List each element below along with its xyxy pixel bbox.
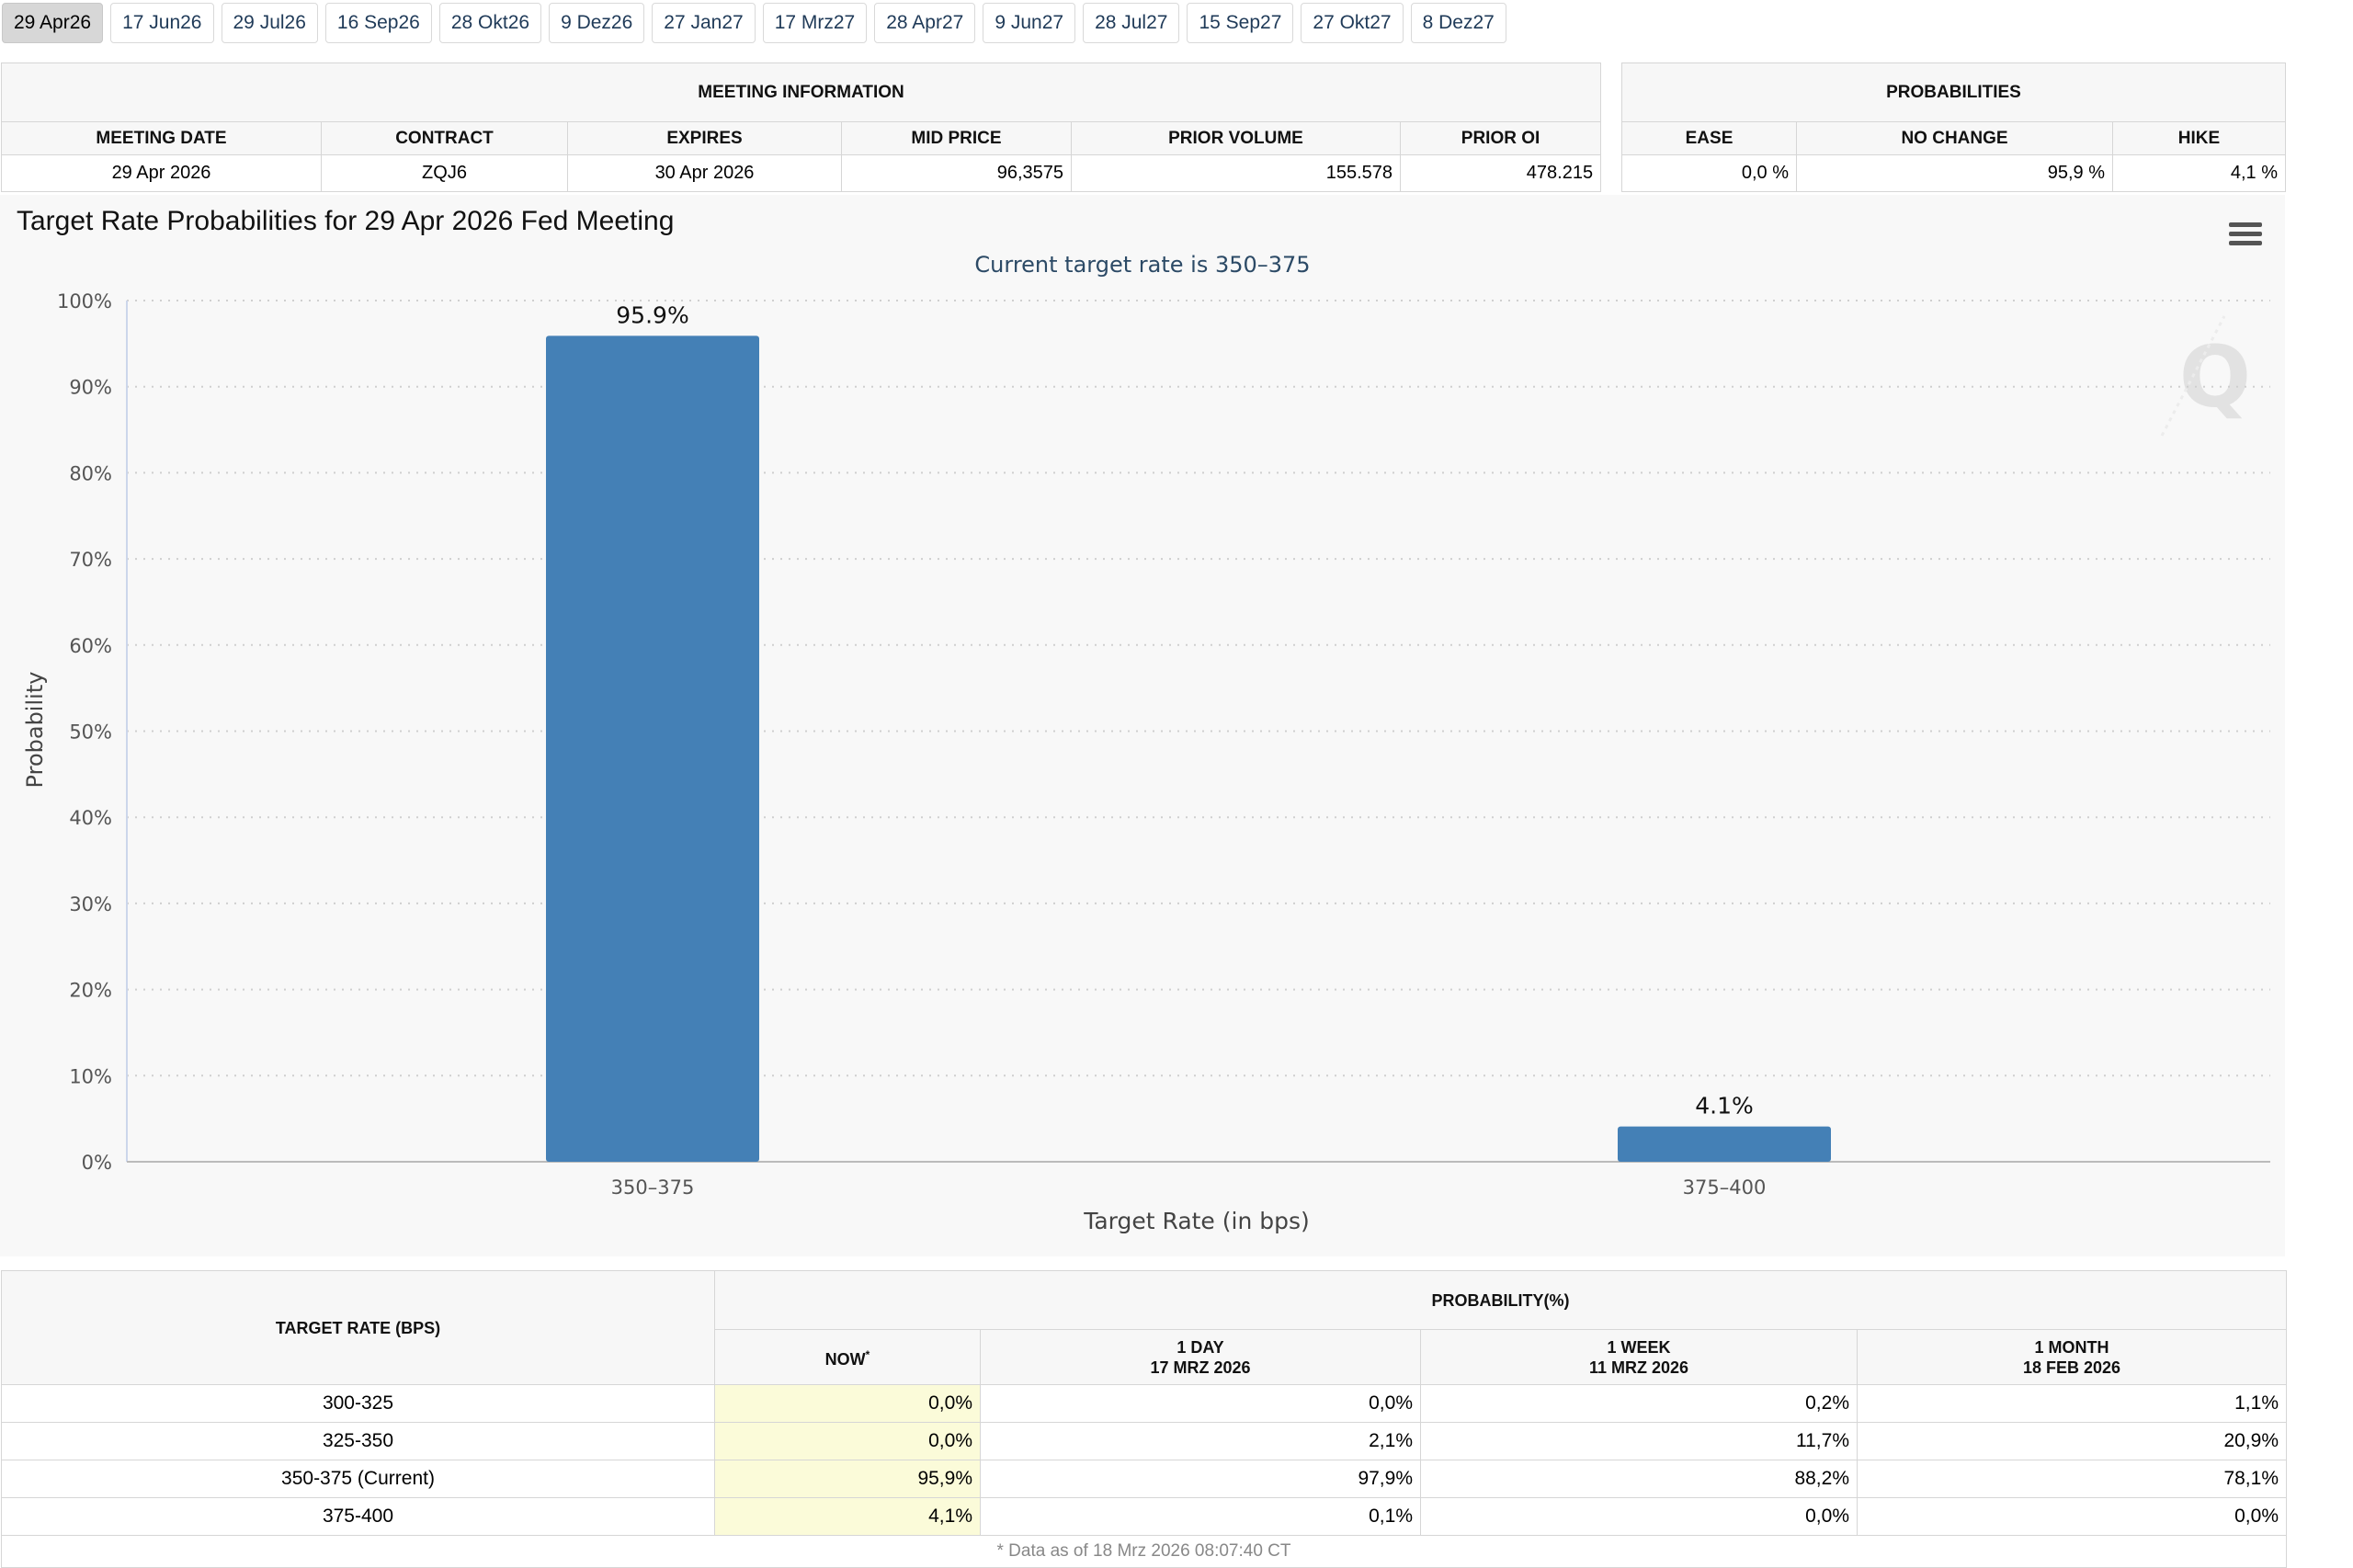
- meeting-tab[interactable]: 29 Jul26: [221, 3, 318, 43]
- now-cell: 4,1%: [714, 1497, 981, 1536]
- meeting-tab[interactable]: 17 Jun26: [110, 3, 214, 43]
- meeting-tab[interactable]: 28 Okt26: [438, 3, 542, 43]
- one-month-cell: 1,1%: [1857, 1384, 2287, 1423]
- one-week-cell: 88,2%: [1420, 1460, 1858, 1498]
- one-day-cell: 2,1%: [980, 1422, 1421, 1460]
- x-tick-label: 350–375: [611, 1176, 695, 1199]
- one-month-cell: 20,9%: [1857, 1422, 2287, 1460]
- now-cell: 95,9%: [714, 1460, 981, 1498]
- one-week-cell: 0,0%: [1420, 1497, 1858, 1536]
- hike-value: 4,1 %: [2112, 154, 2286, 192]
- prior-volume-header: PRIOR VOLUME: [1071, 121, 1401, 155]
- y-axis-title: Probability: [22, 672, 48, 789]
- probabilities-title: PROBABILITIES: [1621, 62, 2286, 122]
- probabilities-table: PROBABILITIES EASE NO CHANGE HIKE 0,0 % …: [1621, 62, 2286, 192]
- chart-subtitle: Current target rate is 350–375: [974, 252, 1310, 278]
- target-rate-cell: 325-350: [1, 1422, 715, 1460]
- expires-header: EXPIRES: [567, 121, 842, 155]
- one-month-cell: 78,1%: [1857, 1460, 2287, 1498]
- meeting-date-value: 29 Apr 2026: [1, 154, 322, 192]
- mid-price-header: MID PRICE: [841, 121, 1072, 155]
- bar[interactable]: [546, 335, 759, 1162]
- chart-panel: Target Rate Probabilities for 29 Apr 202…: [0, 195, 2285, 1256]
- ease-value: 0,0 %: [1621, 154, 1797, 192]
- y-tick-label: 10%: [69, 1065, 112, 1087]
- target-rate-cell: 300-325: [1, 1384, 715, 1423]
- table-row: 300-325 0,0% 0,0% 0,2% 1,1%: [1, 1384, 2287, 1423]
- y-tick-label: 30%: [69, 893, 112, 915]
- watermark-logo-icon: Q: [2160, 315, 2251, 437]
- prior-oi-value: 478.215: [1399, 154, 1602, 192]
- y-tick-label: 50%: [69, 722, 112, 744]
- y-tick-label: 80%: [69, 462, 112, 484]
- probability-bar-chart: Target Rate Probabilities for 29 Apr 202…: [17, 206, 2270, 1234]
- meeting-tab[interactable]: 9 Dez26: [549, 3, 645, 43]
- y-tick-label: 40%: [69, 807, 112, 829]
- hike-header: HIKE: [2112, 121, 2286, 155]
- hamburger-menu-icon: [2229, 222, 2262, 227]
- bar[interactable]: [1618, 1126, 1831, 1162]
- mid-price-value: 96,3575: [841, 154, 1072, 192]
- bar-data-label: 4.1%: [1695, 1093, 1754, 1119]
- bar-data-label: 95.9%: [616, 301, 688, 328]
- meeting-date-header: MEETING DATE: [1, 121, 322, 155]
- one-day-cell: 0,1%: [980, 1497, 1421, 1536]
- one-week-header: 1 WEEK 11 MRZ 2026: [1420, 1329, 1858, 1385]
- svg-text:Q: Q: [2179, 328, 2251, 426]
- y-tick-label: 60%: [69, 635, 112, 657]
- meeting-information-table: MEETING INFORMATION MEETING DATE CONTRAC…: [0, 62, 1602, 192]
- probability-group-header: PROBABILITY(%): [714, 1270, 2287, 1330]
- y-tick-label: 100%: [57, 290, 112, 312]
- one-day-cell: 0,0%: [980, 1384, 1421, 1423]
- table-row: 350-375 (Current) 95,9% 97,9% 88,2% 78,1…: [1, 1460, 2287, 1498]
- chart-title: Target Rate Probabilities for 29 Apr 202…: [17, 206, 674, 236]
- target-rate-header: TARGET RATE (BPS): [1, 1270, 715, 1385]
- no-change-value: 95,9 %: [1796, 154, 2113, 192]
- no-change-header: NO CHANGE: [1796, 121, 2113, 155]
- meeting-tab[interactable]: 27 Jan27: [652, 3, 756, 43]
- target-rate-cell: 375-400: [1, 1497, 715, 1536]
- meeting-tab[interactable]: 15 Sep27: [1187, 3, 1294, 43]
- one-month-cell: 0,0%: [1857, 1497, 2287, 1536]
- y-tick-label: 0%: [82, 1152, 112, 1174]
- meeting-tab[interactable]: 8 Dez27: [1410, 3, 1506, 43]
- x-tick-label: 375–400: [1683, 1176, 1767, 1199]
- table-row: 375-400 4,1% 0,1% 0,0% 0,0%: [1, 1497, 2287, 1536]
- x-axis-title: Target Rate (in bps): [1083, 1208, 1310, 1234]
- prior-volume-value: 155.578: [1071, 154, 1401, 192]
- one-week-cell: 0,2%: [1420, 1384, 1858, 1423]
- y-tick-label: 90%: [69, 377, 112, 399]
- y-tick-label: 20%: [69, 980, 112, 1002]
- one-week-cell: 11,7%: [1420, 1422, 1858, 1460]
- meeting-tab[interactable]: 27 Okt27: [1301, 3, 1404, 43]
- one-day-cell: 97,9%: [980, 1460, 1421, 1498]
- table-row: 325-350 0,0% 2,1% 11,7% 20,9%: [1, 1422, 2287, 1460]
- now-cell: 0,0%: [714, 1422, 981, 1460]
- meeting-tab[interactable]: 17 Mrz27: [762, 3, 868, 43]
- meeting-tab[interactable]: 16 Sep26: [324, 3, 432, 43]
- now-cell: 0,0%: [714, 1384, 981, 1423]
- contract-header: CONTRACT: [321, 121, 568, 155]
- y-tick-label: 70%: [69, 549, 112, 571]
- probability-history-table: TARGET RATE (BPS) PROBABILITY(%) NOW* 1 …: [1, 1270, 2287, 1568]
- ease-header: EASE: [1621, 121, 1797, 155]
- now-header: NOW*: [714, 1329, 981, 1385]
- data-timestamp-footnote: * Data as of 18 Mrz 2026 08:07:40 CT: [1, 1535, 2287, 1568]
- target-rate-cell: 350-375 (Current): [1, 1460, 715, 1498]
- one-day-header: 1 DAY 17 MRZ 2026: [980, 1329, 1421, 1385]
- expires-value: 30 Apr 2026: [567, 154, 842, 192]
- chart-menu-button[interactable]: [2229, 222, 2262, 248]
- meeting-tab[interactable]: 28 Jul27: [1083, 3, 1180, 43]
- meeting-tab[interactable]: 9 Jun27: [983, 3, 1076, 43]
- meeting-information-title: MEETING INFORMATION: [0, 62, 1602, 122]
- meeting-tab[interactable]: 28 Apr27: [874, 3, 976, 43]
- one-month-header: 1 MONTH 18 FEB 2026: [1857, 1329, 2287, 1385]
- meeting-tab[interactable]: 29 Apr26: [2, 3, 104, 43]
- contract-value: ZQJ6: [321, 154, 568, 192]
- prior-oi-header: PRIOR OI: [1399, 121, 1602, 155]
- meeting-tabs: 29 Apr26 17 Jun26 29 Jul26 16 Sep26 28 Okt26…: [0, 0, 1563, 46]
